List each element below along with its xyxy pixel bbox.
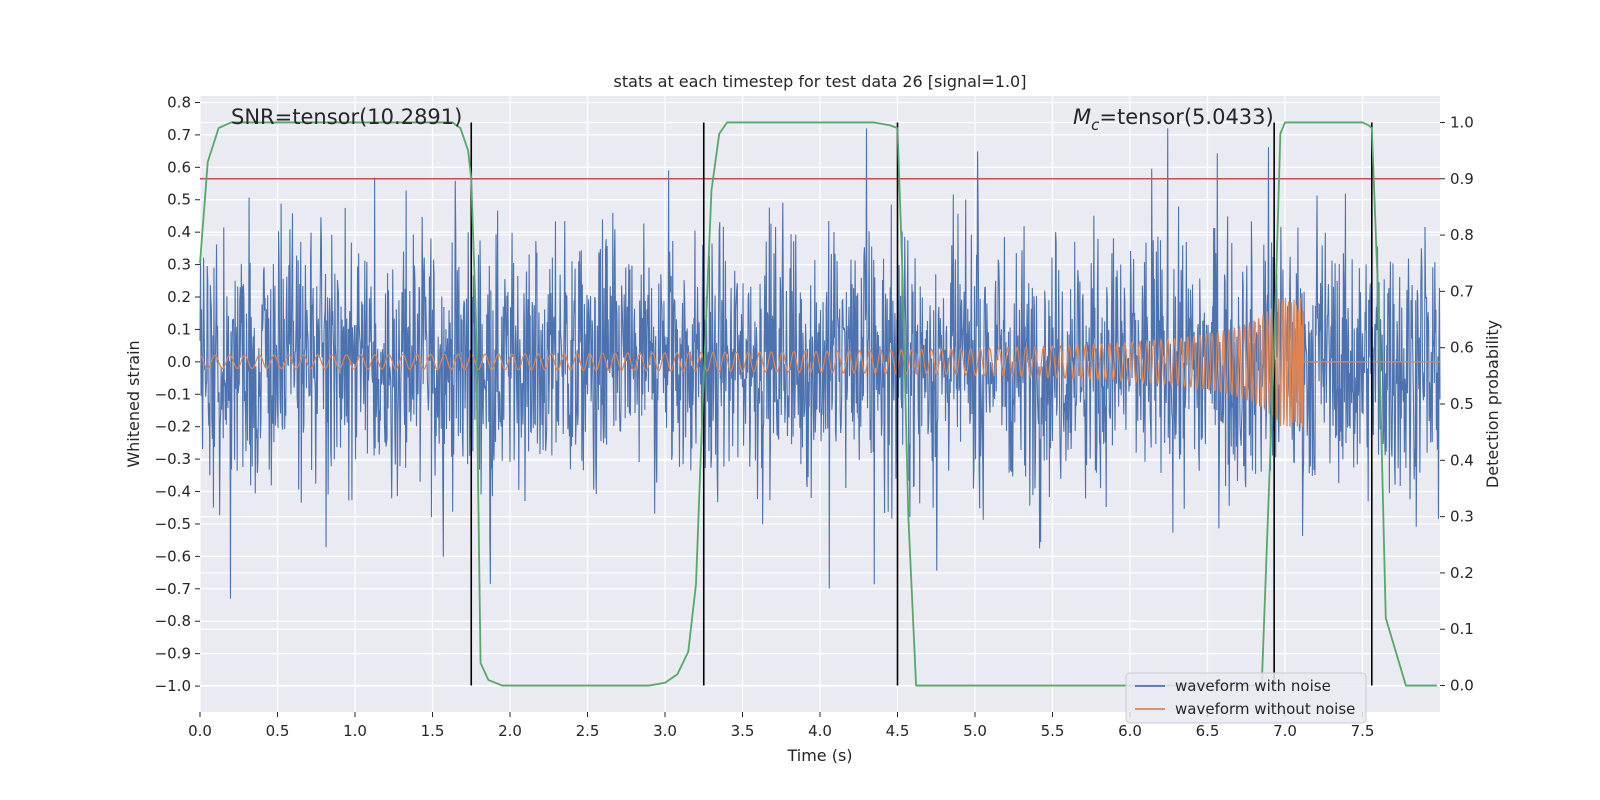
- chirp-mass-value: =tensor(5.0433): [1099, 105, 1273, 129]
- x-tick-label: 2.0: [498, 722, 522, 740]
- y-axis-label: Whitened strain: [124, 340, 143, 467]
- y2-tick-label: 1.0: [1450, 113, 1474, 131]
- x-tick-label: 7.5: [1351, 722, 1375, 740]
- y-tick-label: −0.4: [155, 483, 191, 501]
- x-tick-label: 5.0: [963, 722, 987, 740]
- chirp-mass-annotation: Mc=tensor(5.0433): [1073, 105, 1274, 134]
- noisy-waveform-line: [199, 128, 1441, 599]
- bottom-axis: 0.0 0.5 1.0 1.5 2.0 2.5 3.0 3.5 4.0 4.5 5.0 5.5 6.0 6…: [188, 712, 1374, 740]
- chart-title: stats at each timestep for test data 26 …: [614, 72, 1027, 91]
- y2-tick-label: 0.7: [1450, 282, 1474, 300]
- x-tick-label: 4.5: [886, 722, 910, 740]
- y-tick-label: −0.7: [155, 580, 191, 598]
- x-tick-label: 3.5: [731, 722, 755, 740]
- y-tick-label: −0.3: [155, 450, 191, 468]
- y-tick-label: −0.9: [155, 645, 191, 663]
- y2-tick-label: 0.2: [1450, 564, 1474, 582]
- plot-content: [199, 121, 1441, 687]
- y2-tick-label: 0.3: [1450, 508, 1474, 526]
- y2-tick-label: 0.9: [1450, 170, 1474, 188]
- y2-axis-label: Detection probability: [1483, 320, 1502, 488]
- y-tick-label: −0.8: [155, 612, 191, 630]
- y-tick-label: 0.7: [167, 126, 191, 144]
- x-tick-label: 1.5: [421, 722, 445, 740]
- clean-waveform-line: [199, 297, 1440, 427]
- chirp-mass-subscript: c: [1091, 116, 1100, 134]
- y-tick-label: 0.0: [167, 353, 191, 371]
- x-tick-label: 5.5: [1041, 722, 1065, 740]
- y-tick-label: −0.6: [155, 547, 191, 565]
- x-tick-label: 0.0: [188, 722, 212, 740]
- y2-tick-label: 0.0: [1450, 677, 1474, 695]
- x-tick-label: 0.5: [266, 722, 290, 740]
- x-tick-label: 7.0: [1273, 722, 1297, 740]
- y2-tick-label: 0.1: [1450, 620, 1474, 638]
- y-tick-label: −0.2: [155, 418, 191, 436]
- detection-probability-line: [199, 121, 1437, 687]
- y-tick-label: 0.2: [167, 288, 191, 306]
- snr-annotation: SNR=tensor(10.2891): [231, 105, 462, 129]
- y-tick-label: 0.6: [167, 158, 191, 176]
- x-tick-label: 4.0: [808, 722, 832, 740]
- x-tick-label: 6.0: [1118, 722, 1142, 740]
- x-tick-label: 2.5: [576, 722, 600, 740]
- y-tick-label: 0.3: [167, 256, 191, 274]
- left-axis: 0.8 0.7 0.6 0.5 0.4 0.3 0.2 0.1 0.0 −0.1 −0.2 −0.3 −…: [155, 93, 200, 695]
- y2-tick-label: 0.5: [1450, 395, 1474, 413]
- x-tick-label: 3.0: [653, 722, 677, 740]
- legend: waveform with noise waveform without noi…: [1125, 672, 1367, 724]
- y2-tick-label: 0.8: [1450, 226, 1474, 244]
- y2-tick-label: 0.4: [1450, 451, 1474, 469]
- y-tick-label: 0.1: [167, 320, 191, 338]
- x-axis-label: Time (s): [786, 746, 852, 765]
- y-tick-label: 0.8: [167, 93, 191, 111]
- legend-box: [1125, 672, 1367, 724]
- right-axis: 1.0 0.9 0.8 0.7 0.6 0.5 0.4 0.3 0.2 0.1 0.0: [1440, 113, 1474, 695]
- y2-tick-label: 0.6: [1450, 339, 1474, 357]
- y-tick-label: 0.5: [167, 191, 191, 209]
- y-tick-label: −0.1: [155, 385, 191, 403]
- chirp-mass-symbol: M: [1073, 105, 1091, 129]
- x-tick-label: 1.0: [343, 722, 367, 740]
- y-tick-label: 0.4: [167, 223, 191, 241]
- y-tick-label: −0.5: [155, 515, 191, 533]
- x-tick-label: 6.5: [1196, 722, 1220, 740]
- legend-label-clean: waveform without noise: [1175, 700, 1355, 718]
- y-tick-label: −1.0: [155, 677, 191, 695]
- legend-label-noisy: waveform with noise: [1175, 677, 1331, 695]
